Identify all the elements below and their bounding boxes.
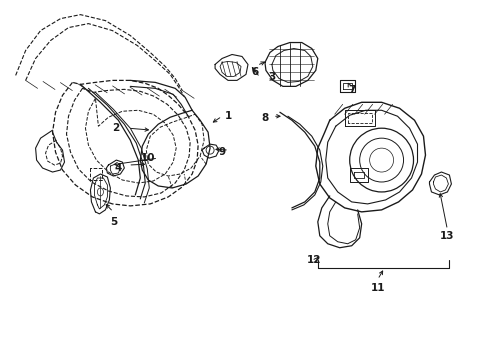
Text: 1: 1: [224, 111, 231, 121]
Text: 3: 3: [268, 72, 275, 82]
Text: 8: 8: [261, 113, 268, 123]
Text: 6: 6: [251, 67, 258, 77]
Text: 4: 4: [115, 163, 122, 173]
Text: 7: 7: [347, 85, 355, 95]
Text: 10: 10: [141, 153, 155, 163]
Text: 5: 5: [109, 217, 117, 227]
Text: 12: 12: [306, 255, 321, 265]
Text: 9: 9: [218, 147, 225, 157]
Text: 11: 11: [369, 283, 384, 293]
Text: 2: 2: [112, 123, 119, 133]
Text: 13: 13: [439, 231, 454, 241]
